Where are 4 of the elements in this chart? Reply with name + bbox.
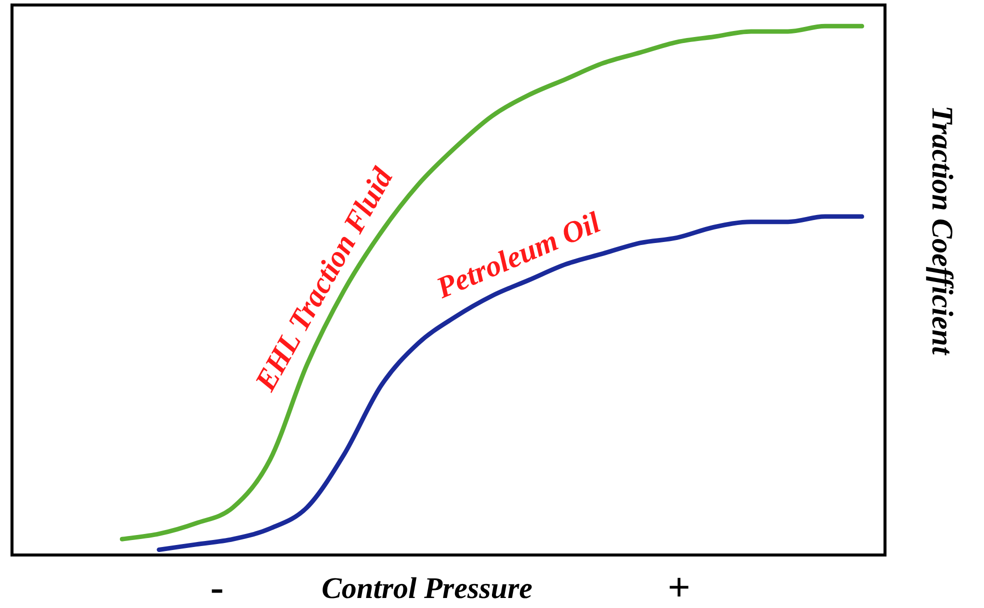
x-axis-title: Control Pressure: [322, 572, 532, 605]
y-axis-title: Traction Coefficient: [925, 105, 958, 356]
text: +: [668, 564, 690, 608]
text: -: [210, 564, 224, 608]
